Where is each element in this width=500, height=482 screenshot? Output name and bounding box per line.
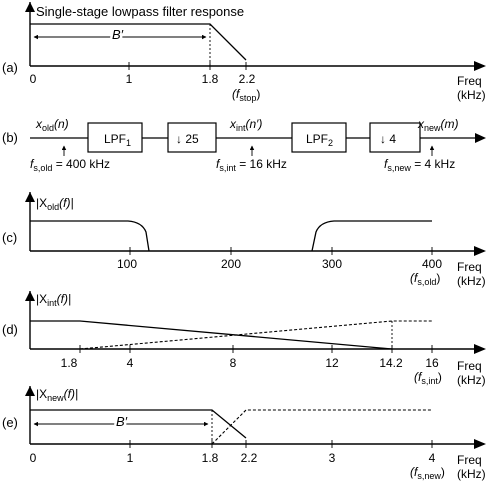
panel-d-axis-label: Freq [457, 359, 482, 373]
panel-d-tick-16: 16 [425, 356, 439, 370]
panel-c-fs: (fs,old) [410, 271, 440, 287]
panel-e-label: (e) [2, 415, 18, 430]
downsample-4-block [369, 122, 421, 153]
panel-c-spectrum-image [311, 220, 432, 252]
x-int-label: xint(n′) [229, 117, 262, 133]
panel-c-tick-300: 300 [322, 257, 342, 271]
panel-c-ticks [129, 247, 433, 255]
panel-e-x-arrowhead [474, 439, 486, 449]
panel-e-tick-0: 0 [30, 451, 37, 465]
panel-c-y-arrowhead [25, 192, 35, 202]
panel-a-tick-2: 1.8 [202, 72, 219, 86]
panel-a-y-arrowhead [25, 2, 35, 12]
panel-e-tick-1: 1 [127, 451, 134, 465]
panel-e-y-arrowhead [25, 386, 35, 396]
panel-d-magnitude-label: |Xint(f)| [36, 292, 71, 308]
panel-c-tick-100: 100 [117, 257, 137, 271]
panel-e-axis-unit: (kHz) [457, 467, 486, 481]
panel-a-fstop: (fstop) [232, 87, 260, 103]
fs-old-label: fs,old = 400 kHz [30, 157, 110, 173]
panel-e-ticks [129, 440, 433, 448]
panel-d-tick-1.8: 1.8 [61, 356, 78, 370]
output-arrowhead [475, 133, 486, 143]
panel-c-magnitude-label: |Xold(f)| [36, 196, 74, 212]
x-old-label: xold(n) [35, 117, 69, 133]
panel-d-x-arrowhead [474, 344, 486, 354]
panel-e-tick-2.2: 2.2 [241, 451, 258, 465]
panel-e-axis-label: Freq [457, 453, 482, 467]
panel-a-tick-3: 2.2 [239, 72, 256, 86]
lpf1-block [87, 122, 143, 153]
panel-a: (a) Single-stage lowpass filter response… [2, 2, 486, 103]
panel-e-tick-3: 3 [329, 451, 336, 465]
panel-a-axis-unit: (kHz) [457, 88, 486, 102]
panel-a-bandwidth-label: B′ [112, 27, 124, 42]
panel-d-ticks [79, 345, 433, 353]
panel-e-fs: (fs,new) [410, 465, 445, 481]
lpf1-label: LPF1 [104, 132, 131, 148]
fs-new-label: fs,new = 4 kHz [384, 157, 455, 173]
panel-e-tick-4: 4 [429, 451, 436, 465]
panel-a-filter-response [30, 23, 247, 61]
panel-a-tick-1: 1 [126, 72, 133, 86]
panel-a-axis-label: Freq [457, 74, 482, 88]
panel-a-title: Single-stage lowpass filter response [36, 4, 244, 19]
panel-d: (d) |Xint(f)| 1.8 4 8 12 14.2 16 (fs,int… [2, 291, 486, 387]
panel-e-magnitude-label: |Xnew(f)| [36, 387, 78, 403]
panel-d-fs: (fs,int) [414, 370, 442, 386]
panel-d-tick-8: 8 [230, 356, 237, 370]
x-new-label: xnew(m) [417, 117, 459, 133]
panel-c-spectrum-baseband [30, 220, 150, 252]
panel-c-axis-unit: (kHz) [457, 274, 486, 288]
panel-c-x-arrowhead [474, 246, 486, 256]
panel-d-axis-unit: (kHz) [457, 373, 486, 387]
panel-c-label: (c) [2, 230, 17, 245]
panel-d-y-arrowhead [25, 291, 35, 301]
panel-d-tick-14.2: 14.2 [379, 356, 403, 370]
panel-d-tick-4: 4 [127, 356, 134, 370]
lpf2-block [291, 122, 347, 153]
panel-a-x-arrowhead [474, 61, 486, 71]
panel-b-label: (b) [2, 130, 18, 145]
panel-d-label: (d) [2, 322, 18, 337]
panel-a-label: (a) [2, 60, 18, 75]
panel-c-axis-label: Freq [457, 260, 482, 274]
panel-b-block-diagram: (b) xold(n) LPF1 ↓ 25 xint(n′) LPF2 ↓ 4 … [2, 117, 486, 173]
lpf2-label: LPF2 [306, 132, 333, 148]
panel-e-bandwidth-label: B′ [116, 414, 128, 429]
panel-c: (c) |Xold(f)| 100 200 300 400 (fs,old) F… [2, 192, 486, 288]
panel-e-spectrum-image [211, 409, 432, 445]
panel-d-tick-12: 12 [325, 356, 339, 370]
downsample-25-block [167, 122, 217, 153]
panel-d-spectrum-baseband [30, 320, 393, 350]
fs-int-label: fs,int = 16 kHz [216, 157, 287, 173]
panel-a-tick-0: 0 [30, 72, 37, 86]
downsample-4-label: ↓ 4 [380, 132, 396, 146]
panel-c-tick-200: 200 [221, 257, 241, 271]
downsample-25-label: ↓ 25 [176, 132, 199, 146]
panel-e: (e) |Xnew(f)| B′ 0 1 1.8 2.2 3 4 (fs,new… [2, 386, 486, 481]
panel-c-tick-400: 400 [422, 257, 442, 271]
panel-a-ticks [128, 62, 247, 70]
panel-e-tick-1.8: 1.8 [202, 451, 219, 465]
